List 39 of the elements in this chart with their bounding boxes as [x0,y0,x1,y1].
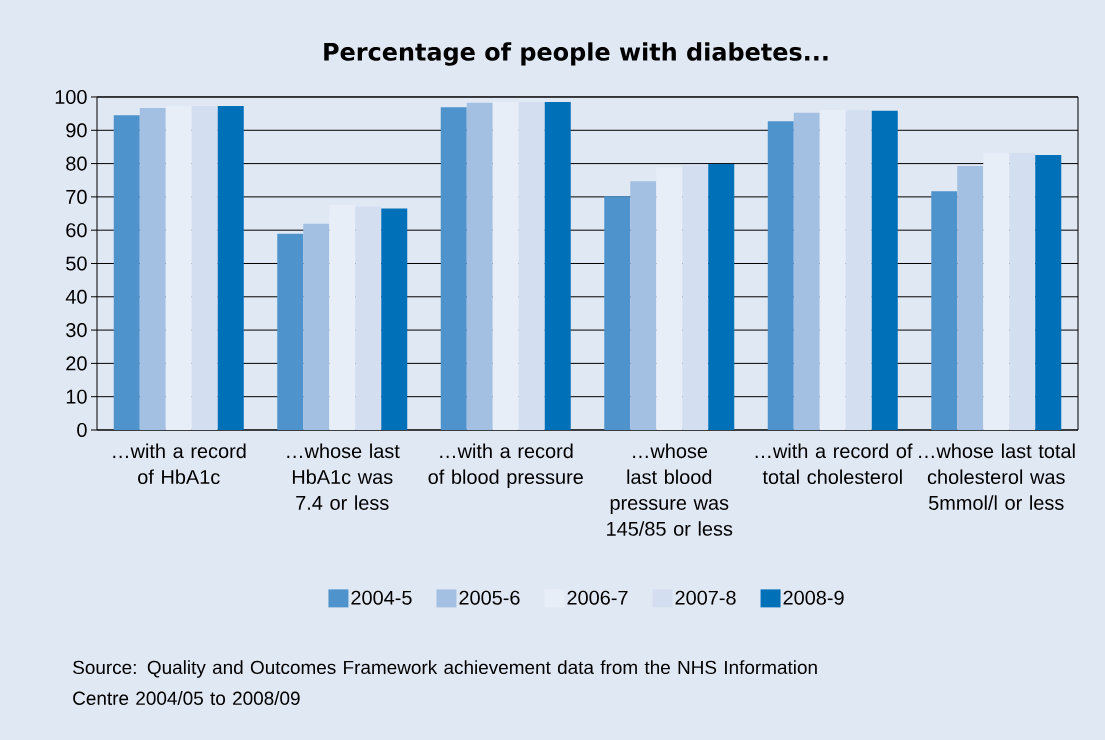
legend-label: 2008-9 [783,590,844,605]
x-tick-label: …whose last total cholesterol was 5mmol/l or less [919,443,1075,510]
x-tick-label: …whose last HbA1c was 7.4 or less [287,443,400,510]
y-tick-label: 20 [66,356,87,371]
bar [217,105,244,430]
y-tick-label: 40 [65,289,87,304]
y-tick-label: 30 [66,323,87,338]
legend-label: 2006-7 [567,590,628,605]
bar [381,208,408,430]
x-tick-label: …whose last blood pressure was 145/85 or less [607,443,733,536]
bar [604,196,631,430]
bar [277,233,304,430]
bar [1035,154,1062,430]
source-note: Source: Quality and Outcomes Framework achievement data from the NHS Information Centre 2004/05 to 2008/09 [73,660,817,705]
bar [931,191,958,430]
legend-label: 2007-8 [675,590,736,605]
y-tick-label: 0 [77,422,87,438]
bar [682,165,709,430]
bar [630,181,657,430]
bar [767,121,794,430]
bar [708,163,735,430]
y-tick-label: 60 [66,223,87,238]
y-tick-label: 50 [66,256,87,271]
bar [656,167,683,430]
x-tick-label: …with a record of blood pressure [428,443,583,488]
bar [440,107,467,430]
y-tick-label: 80 [66,156,87,171]
x-tick-label: …with a record of HbA1c [113,443,246,485]
bar [113,115,140,430]
legend-label: 2004-5 [351,590,412,605]
y-tick-label: 90 [66,123,87,138]
bar [544,101,571,430]
legend-label: 2005-6 [459,590,520,605]
x-tick-label: …with a record of total cholesterol [755,443,913,485]
y-tick-label: 100 [55,89,87,105]
chart-title: Percentage of people with diabetes... [324,42,828,66]
y-tick-label: 10 [66,389,87,404]
bar [871,110,898,430]
y-tick-label: 70 [66,189,87,204]
